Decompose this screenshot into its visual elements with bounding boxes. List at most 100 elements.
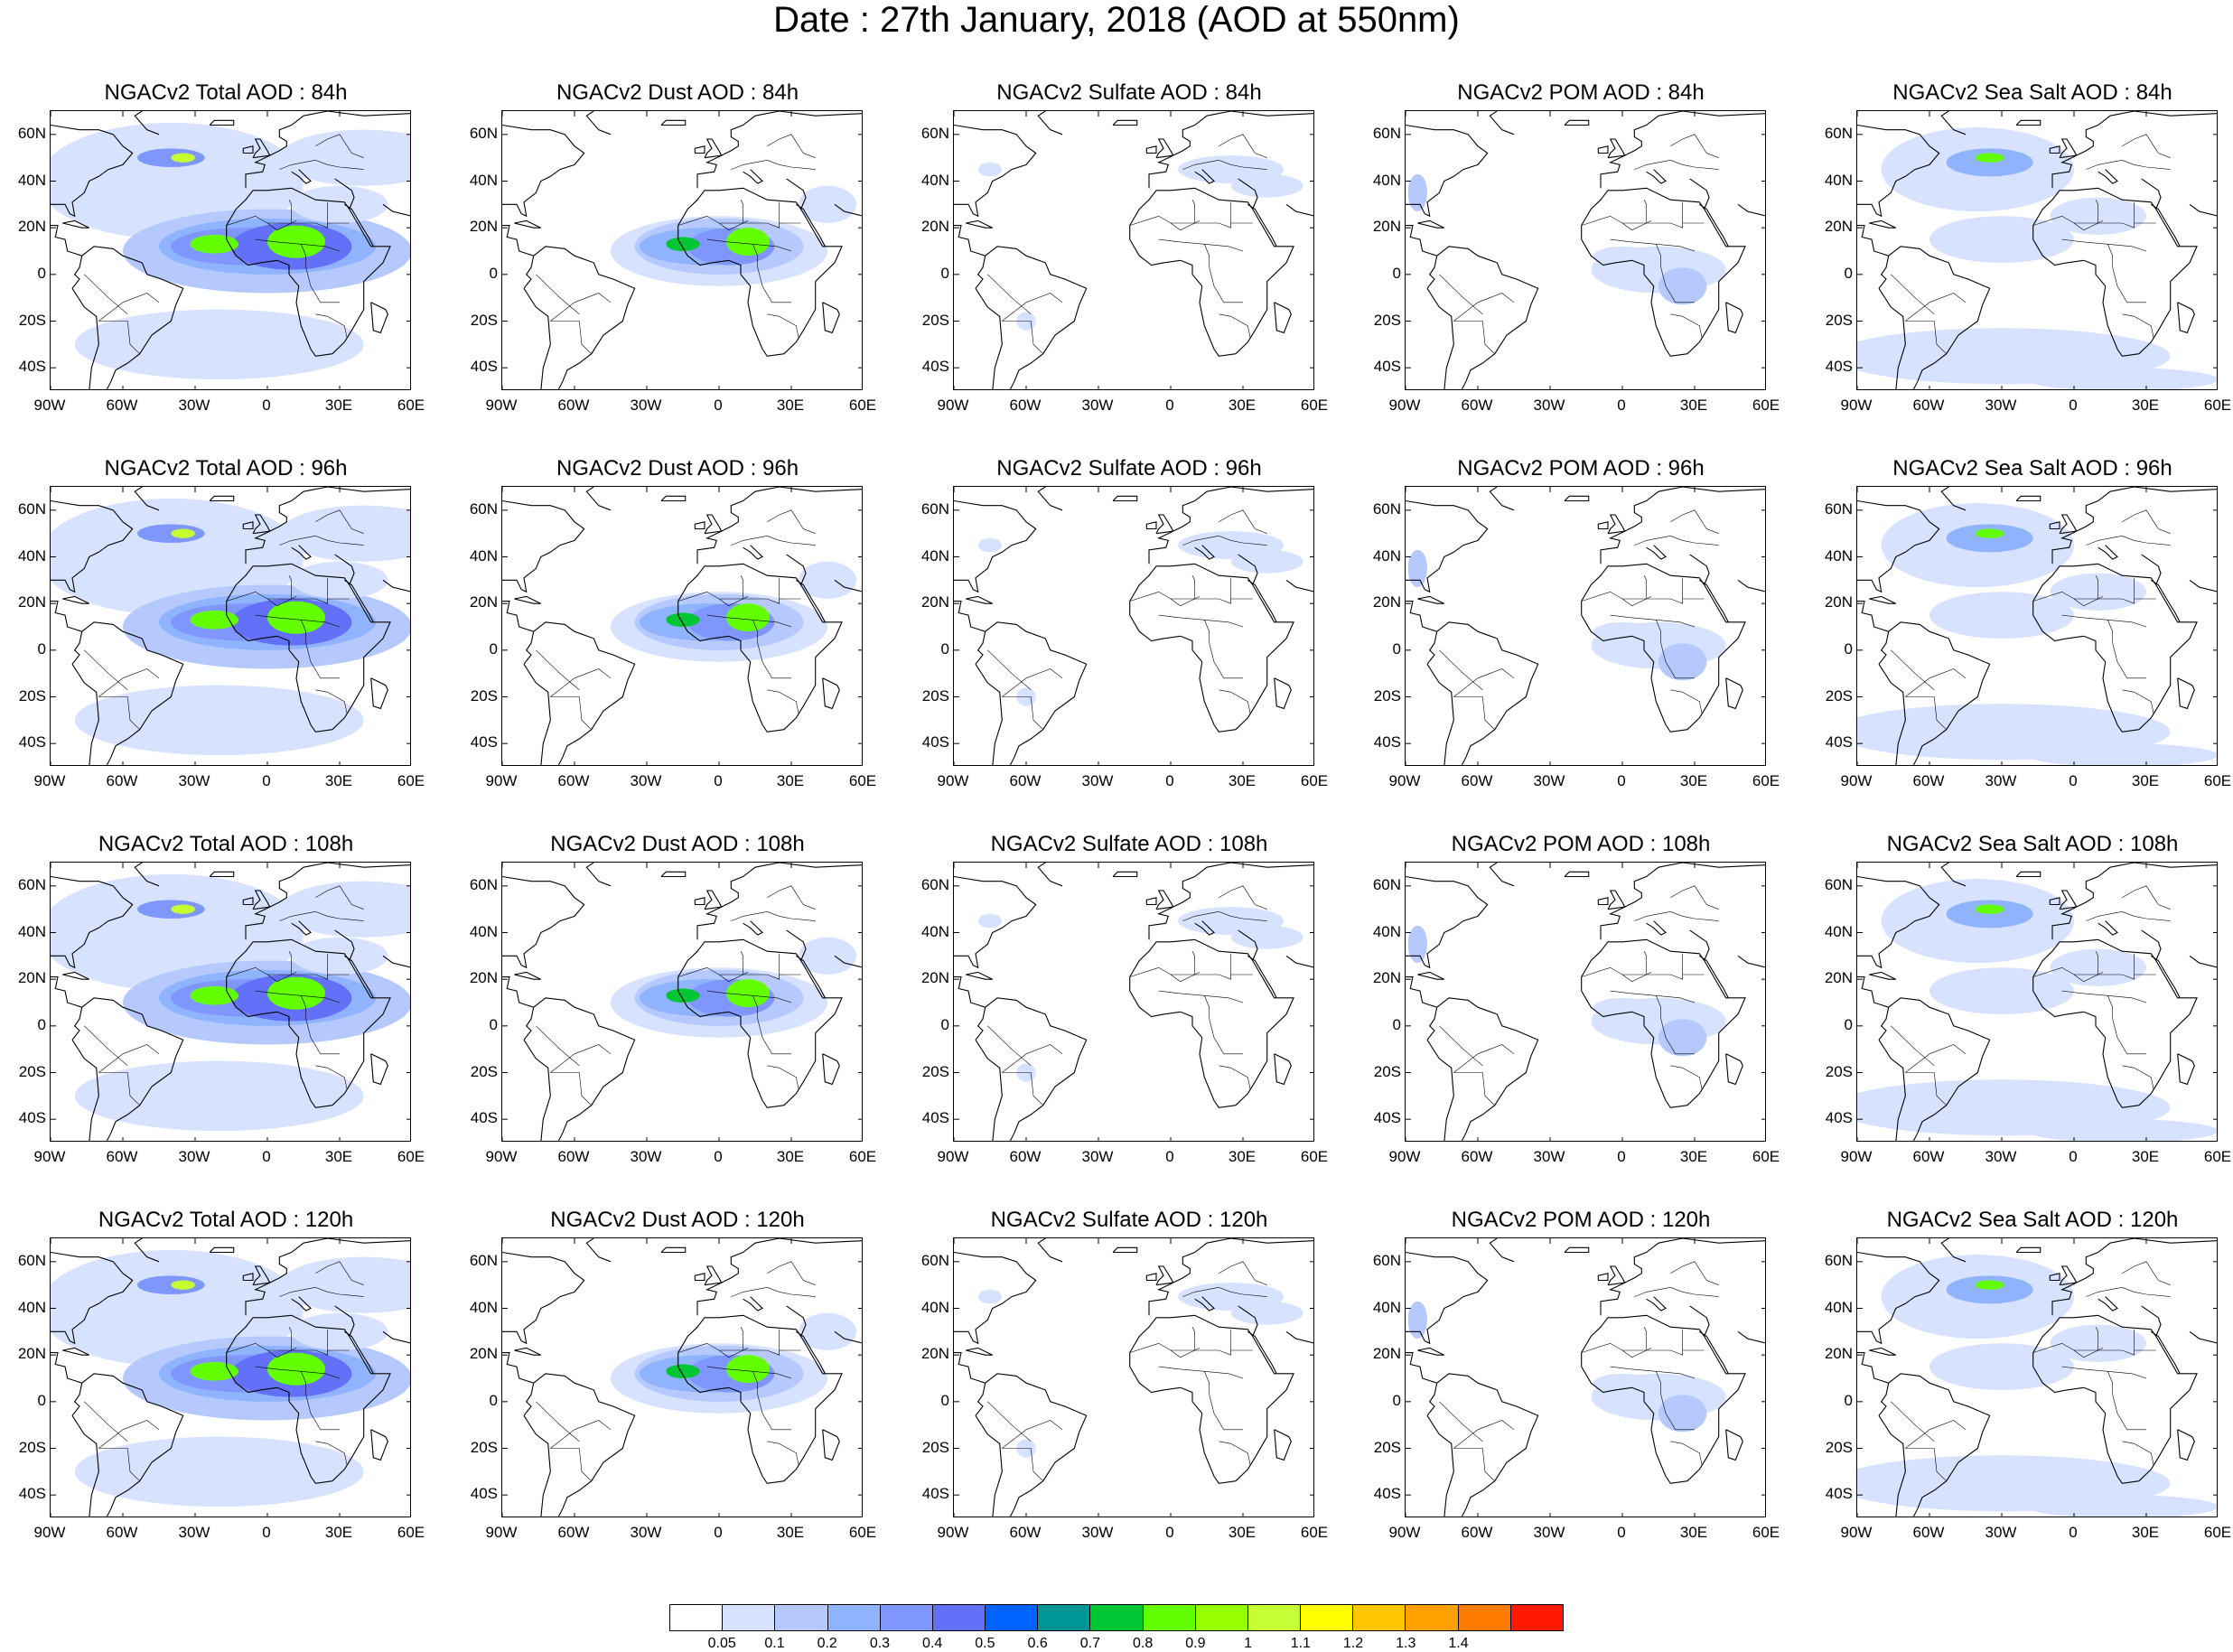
country-border — [2122, 509, 2171, 534]
lon-tick-label: 0 — [2069, 397, 2078, 414]
coastline — [704, 138, 723, 159]
coastline — [344, 1330, 374, 1375]
lon-tick-label: 30W — [178, 772, 210, 789]
coastline — [834, 203, 862, 217]
map-panel-dust: NGACv2 Dust AOD : 120h 60N 40N 20N 0 20S 40S 90… — [465, 1207, 890, 1577]
country-border — [2032, 215, 2156, 229]
coastline — [1597, 897, 1609, 906]
coastline — [51, 225, 82, 257]
aod-contour-region — [279, 1256, 410, 1313]
coastline — [1285, 955, 1313, 968]
coastline — [2098, 169, 2118, 184]
coastline — [2032, 563, 2198, 733]
lat-tick-label: 0 — [1392, 639, 1401, 658]
coastline — [2049, 145, 2060, 154]
lon-tick-label: 60E — [1300, 1148, 1329, 1165]
coastline — [1129, 187, 1294, 357]
country-border — [1453, 293, 1515, 322]
map-plot-area — [953, 1237, 1314, 1517]
coastline — [62, 971, 89, 980]
coastline — [51, 499, 134, 593]
panel-title: NGACv2 Total AOD : 96h — [104, 456, 348, 481]
coastline — [1564, 119, 1590, 126]
coastline — [1406, 976, 1437, 1008]
coastline — [1406, 124, 1489, 218]
panel-title: NGACv2 Dust AOD : 120h — [550, 1208, 805, 1232]
lon-tick-label: 30W — [178, 1524, 210, 1541]
coastline — [226, 1314, 391, 1484]
coastline — [71, 1040, 99, 1141]
lon-tick-label: 60W — [1009, 397, 1042, 414]
coastline — [1285, 579, 1313, 593]
country-border — [1219, 313, 1251, 338]
lon-tick-label: 0 — [262, 397, 271, 414]
lat-tick-label: 40N — [1824, 546, 1853, 565]
coastline — [2098, 545, 2118, 560]
map-panel-sulfate: NGACv2 Sulfate AOD : 120h 60N 40N 20N 0 20S 40… — [917, 1207, 1341, 1577]
country-border — [98, 1420, 160, 1449]
colorbar-swatch — [932, 1605, 986, 1630]
coastline — [1406, 499, 1489, 593]
coastline — [786, 178, 807, 210]
coastline — [382, 579, 410, 593]
coastline — [245, 487, 410, 565]
panel-title: NGACv2 Sea Salt AOD : 84h — [1892, 80, 2172, 105]
country-border — [731, 535, 816, 546]
country-border — [1634, 910, 1719, 921]
lon-tick-label: 90W — [1388, 397, 1421, 414]
lon-tick-label: 90W — [1388, 1524, 1421, 1541]
lat-tick-label: 60N — [1824, 875, 1853, 893]
coastline — [1607, 514, 1626, 535]
aod-contour-region — [137, 900, 205, 919]
coastline — [1581, 1314, 1746, 1484]
lon-tick-label: 60W — [557, 1524, 590, 1541]
country-border — [550, 1044, 612, 1073]
aod-contour-region — [137, 524, 205, 543]
coastline — [954, 601, 986, 632]
country-border — [2095, 200, 2099, 223]
lon-tick-label: 90W — [1840, 772, 1873, 789]
country-border — [1219, 689, 1251, 714]
aod-map — [502, 1238, 862, 1517]
lat-tick-label: 20N — [1372, 593, 1401, 611]
aod-contour-region — [291, 561, 388, 599]
coastline — [704, 514, 723, 535]
country-border — [1191, 1327, 1196, 1350]
coastline — [71, 664, 99, 765]
coastline — [226, 187, 391, 357]
country-border — [731, 1286, 816, 1297]
coastline — [2032, 187, 2198, 357]
aod-contour-region — [1946, 900, 2033, 929]
coastline — [2032, 1314, 2198, 1484]
country-border — [1002, 668, 1063, 697]
aod-map — [51, 863, 410, 1141]
coastline — [834, 1330, 862, 1344]
country-border — [1581, 1342, 1705, 1356]
lat-tick-label: 40S — [470, 733, 498, 751]
aod-map — [954, 487, 1313, 765]
lon-tick-label: 0 — [1165, 772, 1174, 789]
coastline — [2051, 1238, 2217, 1316]
coastline — [822, 1429, 840, 1461]
coastline — [382, 1330, 410, 1344]
lon-tick-label: 30E — [2131, 1524, 2160, 1541]
coastline — [1869, 219, 1896, 229]
lon-tick-label: 60E — [848, 1524, 877, 1541]
country-border — [718, 220, 749, 231]
coastline — [1145, 897, 1157, 906]
lat-tick-label: 40N — [17, 546, 46, 565]
aod-map — [502, 487, 862, 765]
coastline — [1037, 487, 1063, 511]
aod-map — [1857, 1238, 2217, 1517]
country-border — [98, 668, 160, 697]
coastline — [533, 246, 636, 389]
country-border — [1158, 238, 1244, 252]
country-border — [2032, 591, 2156, 604]
coastline — [1489, 487, 1515, 511]
lon-tick-label: 60W — [106, 1524, 138, 1541]
coastline — [523, 1383, 535, 1416]
lon-tick-label: 60E — [848, 772, 877, 789]
coastline — [514, 595, 541, 604]
country-border — [1182, 910, 1267, 921]
lat-tick-label: 20S — [1373, 1062, 1401, 1080]
